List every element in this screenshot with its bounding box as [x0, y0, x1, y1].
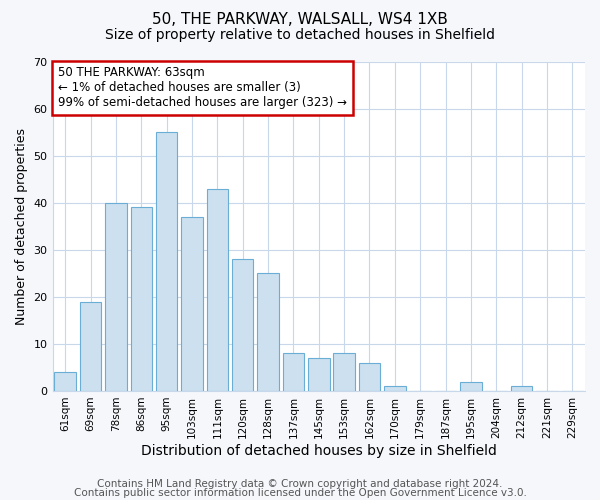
Bar: [283, 354, 304, 391]
Text: Size of property relative to detached houses in Shelfield: Size of property relative to detached ho…: [105, 28, 495, 42]
X-axis label: Distribution of detached houses by size in Shelfield: Distribution of detached houses by size …: [141, 444, 497, 458]
Bar: [55, 372, 76, 391]
Bar: [384, 386, 406, 391]
Y-axis label: Number of detached properties: Number of detached properties: [15, 128, 28, 324]
Bar: [334, 354, 355, 391]
Bar: [206, 188, 228, 391]
Bar: [308, 358, 329, 391]
Bar: [232, 259, 253, 391]
Bar: [156, 132, 178, 391]
Bar: [257, 274, 279, 391]
Bar: [460, 382, 482, 391]
Bar: [359, 362, 380, 391]
Text: Contains public sector information licensed under the Open Government Licence v3: Contains public sector information licen…: [74, 488, 526, 498]
Text: 50, THE PARKWAY, WALSALL, WS4 1XB: 50, THE PARKWAY, WALSALL, WS4 1XB: [152, 12, 448, 28]
Bar: [131, 208, 152, 391]
Bar: [511, 386, 532, 391]
Bar: [80, 302, 101, 391]
Bar: [105, 202, 127, 391]
Bar: [181, 217, 203, 391]
Text: Contains HM Land Registry data © Crown copyright and database right 2024.: Contains HM Land Registry data © Crown c…: [97, 479, 503, 489]
Text: 50 THE PARKWAY: 63sqm
← 1% of detached houses are smaller (3)
99% of semi-detach: 50 THE PARKWAY: 63sqm ← 1% of detached h…: [58, 66, 347, 110]
